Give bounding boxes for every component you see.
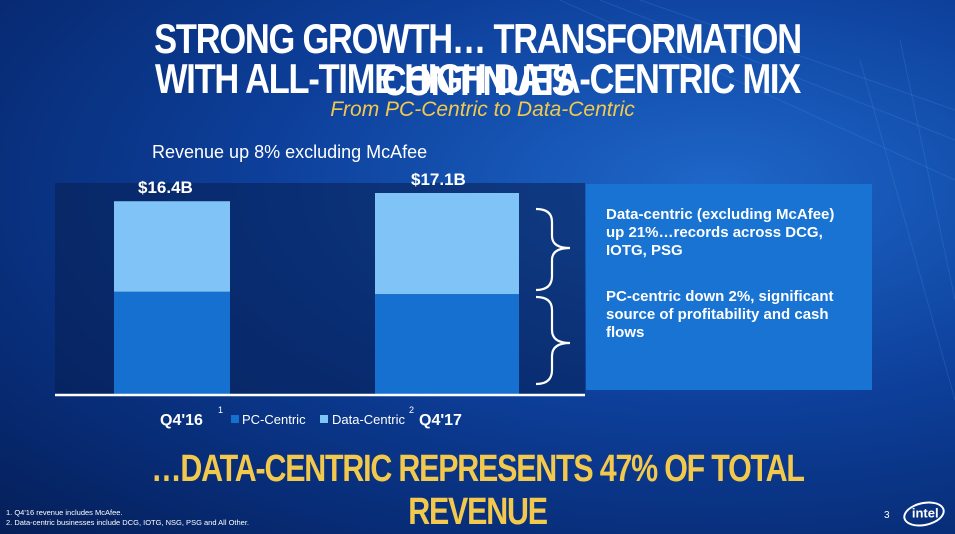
category-label-q4-17: Q4'17 xyxy=(419,412,462,429)
category-label-q4-16: Q4'16 xyxy=(160,412,203,429)
legend-swatch-pc-centric xyxy=(231,415,239,423)
legend-label-data-centric: Data-Centric xyxy=(332,412,405,427)
subtitle: From PC-Centric to Data-Centric xyxy=(330,98,635,121)
bar-pc-centric-q416 xyxy=(114,291,230,394)
footnote-1: 1. Q4'16 revenue includes McAfee. xyxy=(6,508,123,517)
revenue-note: Revenue up 8% excluding McAfee xyxy=(152,142,428,162)
legend-swatch-data-centric xyxy=(320,415,328,423)
callout-box: Data-centric (excluding McAfee) up 21%…r… xyxy=(586,184,872,390)
legend-label-pc-centric: PC-Centric xyxy=(242,412,306,427)
title-line-1: STRONG GROWTH… TRANSFORMATION CONTINUES xyxy=(154,15,802,104)
title-line-2: WITH ALL-TIME HIGH DATA-CENTRIC MIX xyxy=(154,55,801,102)
callout-pc-centric-text: PC-centric down 2%, significant source o… xyxy=(606,288,834,341)
bar-total-label-q4-16: $16.4B xyxy=(138,178,193,197)
category-footnote-q4-16: 1 xyxy=(218,405,223,415)
category-footnote-q4-17: 2 xyxy=(409,405,414,415)
brace-data-centric xyxy=(535,207,571,292)
bar-total-label-q4-17: $17.1B xyxy=(411,170,466,189)
callout-data-centric-text: Data-centric (excluding McAfee) up 21%…r… xyxy=(606,206,835,259)
bar-data-centric-q416 xyxy=(114,201,230,292)
footnote-2: 2. Data-centric businesses include DCG, … xyxy=(6,518,250,527)
logo-text: intel xyxy=(911,505,939,521)
bar-pc-centric-q417 xyxy=(375,294,519,394)
brace-pc-centric xyxy=(535,295,571,386)
page-number: 3 xyxy=(884,510,890,521)
bottom-headline: …DATA-CENTRIC REPRESENTS 47% OF TOTAL RE… xyxy=(151,448,805,533)
bar-data-centric-q417 xyxy=(375,193,519,295)
footnotes: 1. Q4'16 revenue includes McAfee. 2. Dat… xyxy=(6,508,249,528)
